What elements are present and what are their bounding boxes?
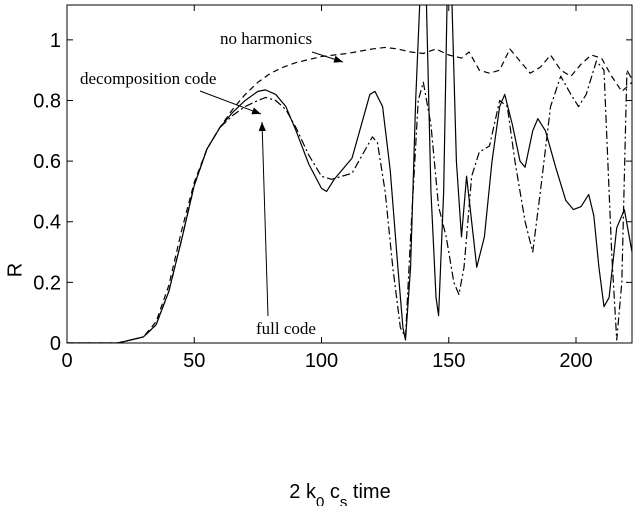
plot-frame — [66, 4, 633, 344]
x-axis-label: 2 k0 cs time — [289, 481, 390, 506]
x-tick-label: 50 — [183, 350, 205, 372]
series-line — [67, 46, 632, 343]
y-tick-label: 0.4 — [33, 212, 61, 234]
y-tick-label: 0.6 — [33, 151, 61, 173]
annotation-arrow — [199, 90, 262, 115]
x-tick-label: 0 — [61, 350, 72, 372]
annotation: decomposition code — [80, 69, 216, 88]
y-tick-label: 0.8 — [33, 90, 61, 112]
annotation-arrow — [258, 121, 269, 317]
plot-lines — [67, 5, 632, 343]
x-tick-label: 100 — [305, 350, 338, 372]
annotation: no harmonics — [220, 29, 312, 48]
annotation: full code — [256, 319, 316, 338]
y-tick-label: 0.2 — [33, 272, 61, 294]
x-axis-label-part: 2 k — [289, 481, 317, 503]
y-tick-label: 1 — [50, 30, 61, 52]
annotation-arrow — [311, 51, 344, 63]
x-axis-label-part: c — [324, 481, 340, 503]
x-axis-label-part: time — [347, 481, 390, 503]
x-axis-label-part: 0 — [316, 494, 324, 506]
series-line — [67, 5, 632, 343]
annotations: no harmonics decomposition code full cod… — [80, 29, 344, 338]
x-axis-label-part: s — [340, 494, 348, 506]
x-tick-label: 200 — [559, 350, 592, 372]
y-axis-label: R — [4, 263, 26, 277]
x-tick-label: 150 — [432, 350, 465, 372]
series-line — [67, 60, 632, 343]
y-tick-label: 0 — [50, 333, 61, 355]
